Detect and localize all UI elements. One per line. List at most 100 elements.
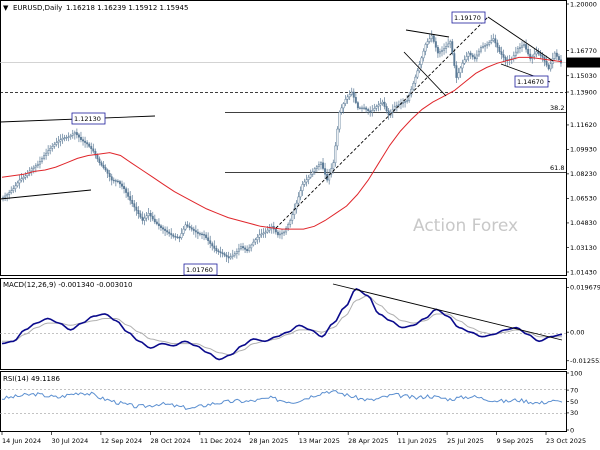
candle-body: [395, 105, 398, 107]
candle-body: [242, 246, 244, 249]
price-tick-label: 1.08230: [570, 170, 597, 178]
candle-body: [186, 224, 189, 227]
candle-body: [34, 165, 37, 168]
candle-body: [47, 150, 50, 154]
candle-body: [322, 162, 324, 169]
candle-body: [371, 110, 374, 113]
rising-dashed-trend: [275, 16, 489, 229]
candle-body: [71, 133, 74, 136]
candle-body: [123, 186, 126, 189]
candle-body: [178, 237, 181, 239]
candle-body: [330, 168, 333, 175]
candle-body: [24, 175, 27, 178]
candle-body: [492, 38, 495, 41]
candle-body: [82, 139, 84, 142]
candle-body: [278, 233, 281, 236]
rsi-tick-label: 0: [570, 426, 574, 434]
candle-body: [135, 206, 138, 211]
candle-body: [455, 65, 458, 78]
candle-body: [356, 102, 359, 109]
candle-body: [488, 42, 491, 45]
moving-average-line: [1, 56, 563, 230]
candle-body: [254, 239, 257, 243]
candle-body: [194, 230, 197, 233]
candle-body: [525, 44, 528, 50]
candle-body: [246, 249, 249, 252]
candle-body: [303, 181, 306, 185]
candle-body: [469, 52, 472, 56]
time-tick-label: 9 Sep 2025: [497, 437, 534, 445]
candle-body: [295, 202, 298, 210]
macd-panel-border: [0, 278, 567, 370]
candle-body: [471, 54, 474, 58]
svg-text:1.19170: 1.19170: [454, 14, 481, 22]
candle-body: [447, 43, 450, 47]
candle-body: [108, 173, 111, 177]
candle-body: [428, 38, 431, 42]
candle-body: [149, 213, 152, 217]
candle-body: [385, 106, 388, 112]
candle-body: [527, 48, 530, 55]
candle-body: [55, 142, 58, 145]
candle-body: [293, 208, 296, 215]
candle-body: [184, 224, 187, 230]
rsi-axis: 100 70 50 30 0: [566, 369, 582, 434]
candle-body: [201, 233, 203, 235]
candle-body: [350, 91, 353, 95]
candle-body: [176, 236, 179, 238]
fib-61-label: 61.8: [550, 164, 564, 172]
candle-body: [336, 128, 339, 147]
candle-body: [422, 50, 425, 59]
time-tick-label: 28 Apr 2025: [348, 437, 388, 445]
candle-body: [539, 53, 542, 56]
candle-body: [133, 203, 136, 208]
candle-body: [328, 174, 331, 181]
candle-body: [59, 139, 62, 142]
time-tick-label: 23 Oct 2025: [546, 437, 586, 445]
candle-body: [174, 236, 177, 238]
price-tick-label: 1.20000: [570, 0, 597, 8]
candle-body: [402, 102, 404, 104]
candle-body: [262, 232, 265, 235]
candle-body: [205, 234, 208, 239]
time-tick-label: 11 Jun 2025: [398, 437, 437, 445]
candle-body: [84, 140, 87, 143]
candle-body: [482, 46, 484, 48]
candle-body: [465, 56, 468, 61]
candle-body: [463, 59, 466, 64]
candle-body: [315, 166, 318, 169]
candle-body: [473, 56, 476, 60]
candle-body: [131, 200, 134, 204]
candle-body: [65, 137, 68, 139]
candle-body: [143, 217, 146, 221]
candle-body: [147, 213, 150, 216]
candle-body: [547, 64, 550, 70]
candle-body: [219, 251, 222, 253]
candle-body: [457, 72, 460, 78]
candle-body: [20, 178, 23, 181]
candle-body: [12, 188, 15, 191]
candle-body: [155, 221, 158, 225]
price-tick-label: 1.09930: [570, 146, 597, 154]
candle-body: [192, 228, 195, 231]
header-symbol: EURUSD,Daily: [13, 4, 62, 12]
candle-body: [324, 168, 327, 175]
candle-body: [38, 161, 41, 165]
candle-body: [260, 233, 263, 236]
candle-body: [203, 234, 206, 236]
header-ohlc: 1.16218 1.16239 1.15912 1.15945: [66, 4, 188, 12]
candle-body: [264, 231, 267, 234]
candle-body: [311, 171, 314, 175]
price-tick-label: 1.06530: [570, 195, 597, 203]
candle-body: [397, 104, 400, 106]
watermark: Action Forex: [413, 216, 518, 236]
candle-body: [285, 227, 288, 233]
candle-body: [367, 109, 370, 112]
label-low-2025: 1.01760: [183, 263, 218, 276]
candle-body: [102, 164, 105, 168]
candle-body: [88, 143, 91, 147]
label-recent-low: 1.14670: [514, 75, 549, 88]
svg-text:1.14670: 1.14670: [517, 78, 544, 86]
candle-body: [410, 88, 413, 96]
candle-body: [139, 213, 142, 218]
